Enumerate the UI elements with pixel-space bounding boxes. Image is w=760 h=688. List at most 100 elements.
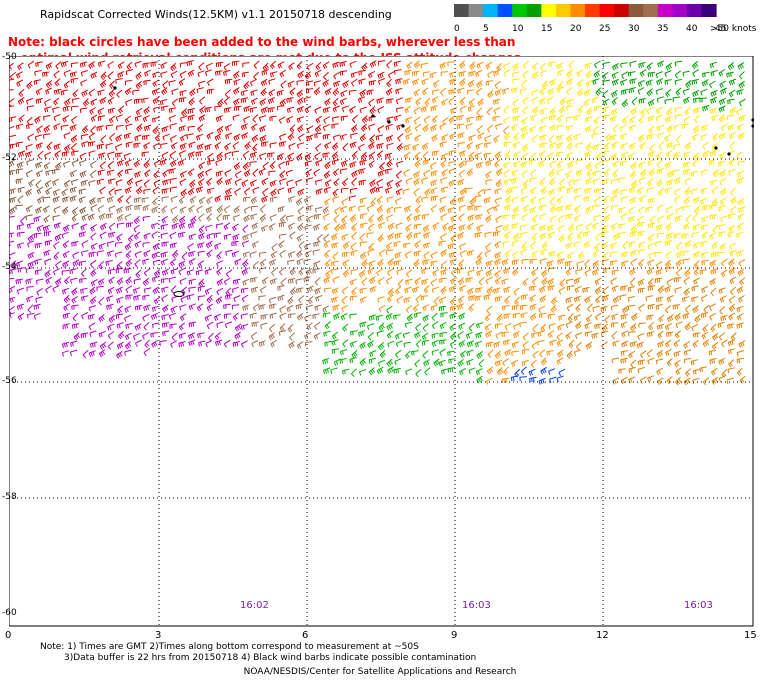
wind-barb-feather [378,144,381,149]
wind-barb [242,71,250,74]
wind-barb-feather [701,242,704,247]
legend-swatch [483,4,499,17]
wind-barb-feather [19,188,22,193]
wind-barb [415,205,422,211]
wind-barb-feather [675,209,678,214]
wind-barb-feather [552,109,556,113]
wind-barb-feather [207,208,210,213]
wind-barb-feather [469,107,472,112]
wind-barb [323,240,331,245]
wind-barb-feather [602,81,605,86]
wind-barb [376,195,383,201]
wind-barb-feather [713,201,717,205]
wind-barb [69,186,77,190]
wind-barb-feather [359,109,362,114]
wind-barb-feather [710,160,713,165]
wind-barb-feather [389,225,393,230]
wind-barb-feather [405,228,409,232]
wind-barb-feather [288,108,291,113]
wind-barb-feather [16,225,19,230]
wind-barb-feather [325,207,329,212]
wind-barb-feather [432,181,435,186]
wind-barb-feather [667,152,671,157]
wind-barb-feather [345,81,349,86]
wind-barb [115,152,123,155]
wind-barb-feather [360,224,362,229]
wind-barb-feather [34,136,37,141]
wind-barb-feather [162,136,165,141]
wind-barb-feather [296,66,301,70]
wind-barb-feather [245,107,248,112]
wind-barb-feather [52,198,55,203]
wind-barb-feather [207,161,209,166]
wind-barb [503,161,511,166]
wind-barb-feather [574,196,576,201]
wind-barb-feather [601,233,603,238]
wind-barb-feather [81,216,85,221]
wind-barb-feather [405,119,408,124]
wind-barb-feather [611,135,613,141]
wind-barb-feather [379,166,383,171]
wind-barb-feather [443,154,446,160]
wind-barb-feather [151,254,155,259]
wind-barb [349,205,357,209]
wind-barb-feather [46,190,50,194]
wind-barb [465,187,473,190]
wind-barb [718,160,726,164]
wind-barb-feather [646,109,649,114]
wind-barb-feather [183,144,186,149]
wind-barb [35,134,43,138]
wind-barb-feather [216,181,220,186]
wind-barb-feather [569,205,571,210]
wind-barb-feather [106,252,110,257]
wind-barb-feather [594,145,597,151]
wind-barb-feather [70,147,75,152]
wind-barb-feather [81,62,84,68]
wind-barb-feather [405,99,407,104]
wind-barb [666,206,673,210]
wind-barb-feather [442,188,445,193]
wind-barb [242,233,250,238]
wind-barb [699,97,707,100]
wind-barb-feather [503,136,508,141]
wind-barb-feather [372,180,376,185]
wind-barb [69,195,77,199]
wind-barb-feather [664,241,667,246]
wind-barb [638,241,646,245]
wind-barb-feather [161,197,163,202]
wind-barb [592,204,600,207]
wind-barb-feather [695,209,699,213]
wind-barb-feather [461,197,464,202]
wind-barb-feather [658,62,662,67]
wind-barb-feather [208,134,211,139]
wind-barb [242,150,250,156]
wind-barb [216,251,223,257]
wind-barb [117,169,124,175]
wind-barb-feather [682,72,685,77]
wind-barb-feather [371,143,375,148]
wind-barb-feather [88,65,92,69]
wind-barb-feather [73,196,76,201]
wind-barb [369,80,377,83]
wind-barb-feather [566,74,570,78]
wind-barb-feather [654,242,657,247]
wind-barb-feather [714,172,718,176]
wind-barb [88,179,96,183]
wind-barb-feather [395,191,399,196]
wind-barb-feather [738,225,742,230]
wind-barb-feather [138,205,140,210]
wind-barb-feather [61,152,64,157]
wind-barb [160,251,168,255]
wind-barb-feather [720,162,722,167]
wind-barb-feather [189,153,193,158]
wind-barb [61,231,69,236]
wind-barb-feather [649,148,653,152]
wind-barb-feather [280,222,283,228]
wind-barb-feather [233,136,236,142]
wind-barb-feather [507,205,511,210]
wind-barb-feather [569,71,573,76]
wind-barb [161,196,169,199]
wind-barb-feather [324,165,328,170]
wind-barb-feather [409,233,413,238]
wind-barb-feather [441,172,445,177]
